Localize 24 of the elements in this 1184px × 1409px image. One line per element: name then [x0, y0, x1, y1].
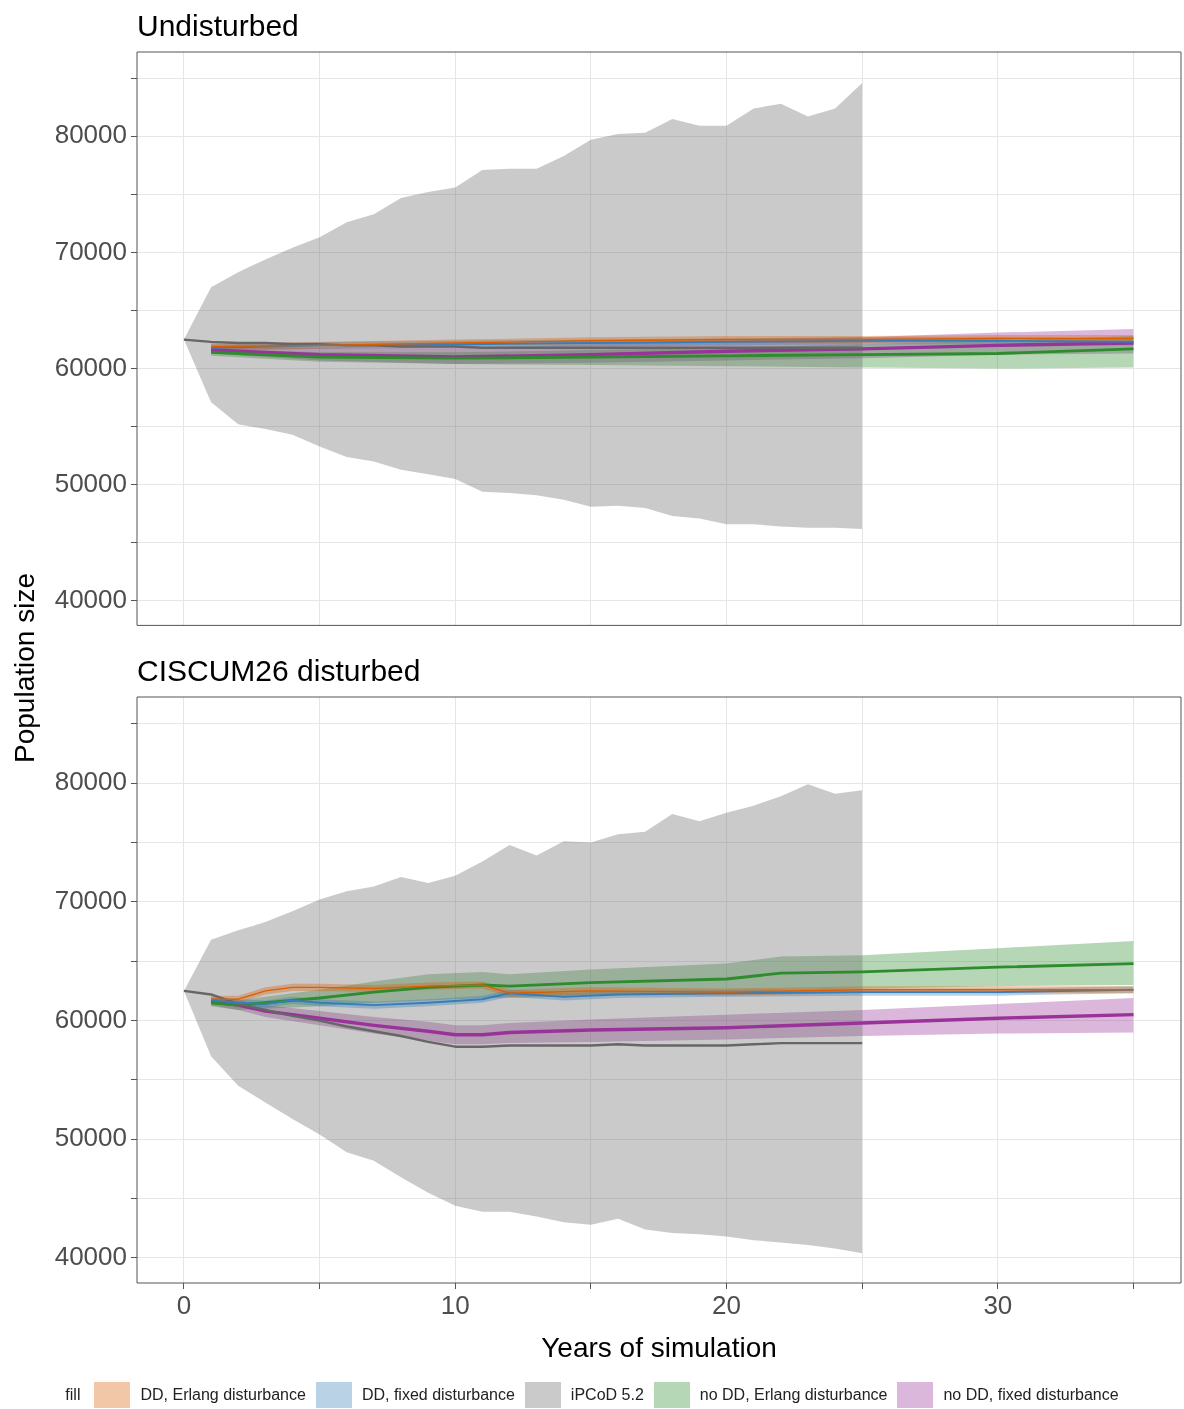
legend-title: fill	[65, 1386, 81, 1404]
y-tick-label: 70000	[54, 885, 127, 916]
legend-label: no DD, Erlang disturbance	[699, 1386, 888, 1404]
x-tick-label: 30	[983, 1289, 1013, 1320]
chart-title: CISCUM26 disturbed	[137, 654, 421, 687]
y-tick-label: 40000	[54, 584, 127, 615]
y-axis-title: Population size	[9, 573, 41, 763]
chart-title: Undisturbed	[137, 9, 299, 42]
legend-label: DD, fixed disturbance	[361, 1386, 515, 1404]
y-tick-label: 60000	[54, 351, 127, 382]
x-tick-label: 10	[440, 1289, 470, 1320]
y-tick-label: 80000	[54, 119, 127, 150]
legend-label: iPCoD 5.2	[570, 1386, 644, 1404]
legend-label: no DD, fixed disturbance	[943, 1386, 1119, 1404]
y-tick-label: 80000	[54, 766, 127, 797]
x-tick-label: 0	[176, 1289, 192, 1320]
x-axis-title: Years of simulation	[541, 1331, 777, 1363]
y-tick-label: 50000	[54, 1122, 127, 1153]
y-tick-label: 50000	[54, 467, 127, 498]
y-tick-label: 40000	[54, 1241, 127, 1272]
legend-label: DD, Erlang disturbance	[140, 1386, 306, 1404]
y-tick-label: 70000	[54, 235, 127, 266]
y-tick-label: 60000	[54, 1003, 127, 1034]
x-tick-label: 20	[712, 1289, 742, 1320]
